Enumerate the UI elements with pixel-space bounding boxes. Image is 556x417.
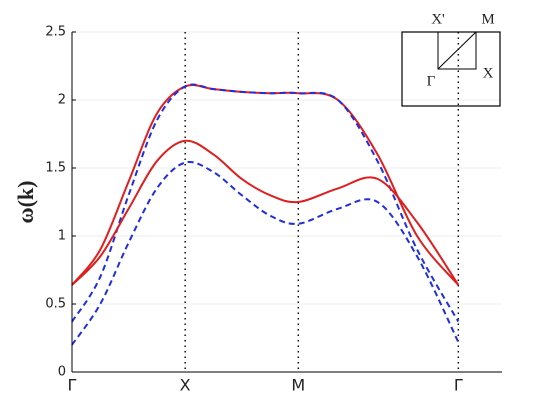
y-axis-label: ω(k) xyxy=(13,181,38,224)
y-tick-label: 1.5 xyxy=(45,161,66,176)
inset: X' M Γ X xyxy=(401,11,501,107)
inset-label: M xyxy=(481,11,494,27)
band-line xyxy=(71,83,460,286)
inset-label: X xyxy=(483,65,494,81)
band-line xyxy=(71,139,460,286)
y-tick-label: 0 xyxy=(58,365,66,380)
band-line xyxy=(71,83,460,323)
inset-diagonal xyxy=(437,31,477,70)
x-tick-label: M xyxy=(291,376,305,395)
y-tick-label: 0.5 xyxy=(45,297,66,312)
x-tick-label: X xyxy=(180,376,191,395)
x-tick-label: Γ xyxy=(68,376,77,395)
y-tick-label: 2 xyxy=(58,93,66,108)
y-tick-label: 2.5 xyxy=(45,25,66,40)
inset-box xyxy=(401,31,501,107)
inset-zone xyxy=(437,32,477,70)
band-line xyxy=(71,160,460,346)
x-tick-label: Γ xyxy=(454,376,463,395)
y-tick-label: 1 xyxy=(58,229,66,244)
inset-label: X' xyxy=(431,11,445,27)
inset-label: Γ xyxy=(427,73,436,89)
